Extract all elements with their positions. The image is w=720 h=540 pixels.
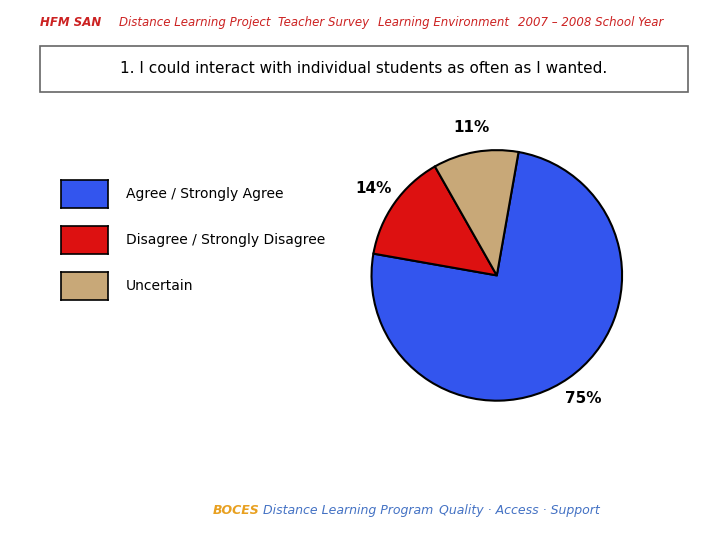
Text: Distance Learning Program: Distance Learning Program xyxy=(263,504,433,517)
Text: 1. I could interact with individual students as often as I wanted.: 1. I could interact with individual stud… xyxy=(120,62,607,76)
Text: Uncertain: Uncertain xyxy=(126,279,194,293)
Text: Learning Environment: Learning Environment xyxy=(378,16,509,29)
Text: Quality · Access · Support: Quality · Access · Support xyxy=(439,504,600,517)
Wedge shape xyxy=(372,152,622,401)
Text: BOCES: BOCES xyxy=(212,504,259,517)
Text: 11%: 11% xyxy=(453,120,490,135)
Text: 14%: 14% xyxy=(356,181,392,196)
Text: HFM SAN: HFM SAN xyxy=(40,16,101,29)
Text: Agree / Strongly Agree: Agree / Strongly Agree xyxy=(126,187,284,201)
Text: Distance Learning Project  Teacher Survey: Distance Learning Project Teacher Survey xyxy=(119,16,369,29)
Wedge shape xyxy=(374,166,497,275)
FancyBboxPatch shape xyxy=(40,46,688,92)
Text: 75%: 75% xyxy=(564,391,601,406)
Text: 2007 – 2008 School Year: 2007 – 2008 School Year xyxy=(518,16,664,29)
Wedge shape xyxy=(435,150,518,275)
Text: Disagree / Strongly Disagree: Disagree / Strongly Disagree xyxy=(126,233,325,247)
